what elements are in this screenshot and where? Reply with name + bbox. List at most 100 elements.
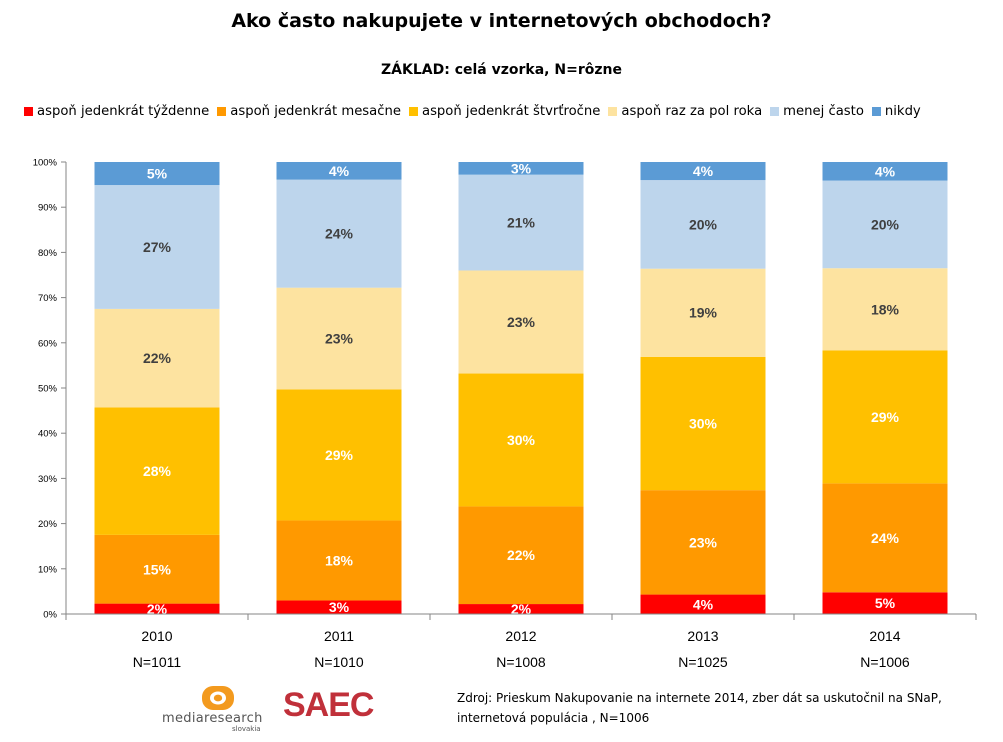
data-label-2013-0: 4% xyxy=(693,596,714,612)
y-tick-label-6: 60% xyxy=(38,338,58,349)
bar-2013-5 xyxy=(640,162,766,181)
bar-2011-5 xyxy=(276,162,402,180)
data-label-2014-3: 18% xyxy=(871,301,900,317)
y-tick-label-4: 40% xyxy=(38,429,58,440)
legend-label-4: menej často xyxy=(783,104,864,119)
bar-2014-2 xyxy=(822,350,948,484)
legend: aspoň jedenkrát týždenne aspoň jedenkrát … xyxy=(24,104,994,119)
x-tick-label-1: 2011 xyxy=(324,628,354,644)
data-label-2014-0: 5% xyxy=(875,595,896,611)
bar-2012-1 xyxy=(458,506,584,605)
sample-size-label-0: N=1011 xyxy=(133,654,182,670)
x-tick-label-2: 2012 xyxy=(505,628,536,644)
sample-size-label-3: N=1025 xyxy=(678,654,728,670)
bar-2013-0 xyxy=(640,594,766,614)
legend-label-2: aspoň jedenkrát štvrťročne xyxy=(421,104,601,119)
legend-label-0: aspoň jedenkrát týždenne xyxy=(37,104,210,119)
legend-swatch-5 xyxy=(871,107,881,116)
y-tick-label-9: 90% xyxy=(38,203,58,214)
bar-2013-1 xyxy=(640,490,766,595)
data-label-2012-1: 22% xyxy=(507,547,536,563)
data-label-2013-5: 4% xyxy=(693,163,714,179)
bar-2013-4 xyxy=(640,180,766,269)
data-label-2011-1: 18% xyxy=(325,552,354,568)
data-label-2014-1: 24% xyxy=(871,530,900,546)
legend-swatch-4 xyxy=(770,107,780,116)
y-tick-label-1: 10% xyxy=(38,564,58,575)
data-label-2011-4: 24% xyxy=(325,226,354,242)
data-label-2010-1: 15% xyxy=(143,561,172,577)
bar-2011-0 xyxy=(276,600,402,614)
data-label-2010-0: 2% xyxy=(147,601,168,617)
mediaresearch-logo: mediaresearch slovakia xyxy=(162,684,270,734)
sample-size-label-1: N=1010 xyxy=(314,654,364,670)
legend-label-5: nikdy xyxy=(884,104,921,119)
bar-2014-3 xyxy=(822,268,948,351)
legend-label-1: aspoň jedenkrát mesačne xyxy=(230,104,401,119)
legend-item-4: menej často xyxy=(770,104,864,119)
bar-2014-0 xyxy=(822,592,948,614)
bar-2010-4 xyxy=(94,185,220,309)
legend-item-0: aspoň jedenkrát týždenne xyxy=(24,104,209,119)
y-tick-label-2: 20% xyxy=(38,519,58,530)
y-tick-label-8: 80% xyxy=(38,248,58,259)
y-tick-label-3: 30% xyxy=(38,474,58,485)
bar-2014-1 xyxy=(822,483,948,593)
bar-2013-3 xyxy=(640,268,766,357)
legend-item-3: aspoň raz za pol roka xyxy=(608,104,762,119)
data-label-2014-4: 20% xyxy=(871,216,900,232)
source-line-2: internetová populácia , N=1006 xyxy=(457,711,650,725)
bar-2014-5 xyxy=(822,162,948,181)
data-label-2014-5: 4% xyxy=(875,163,896,179)
x-tick-label-0: 2010 xyxy=(141,628,172,644)
legend-item-2: aspoň jedenkrát štvrťročne xyxy=(408,104,601,119)
data-label-2014-2: 29% xyxy=(871,409,900,425)
y-tick-label-10: 100% xyxy=(33,158,58,169)
data-label-2012-2: 30% xyxy=(507,432,536,448)
bar-2010-5 xyxy=(94,162,220,186)
bar-2012-4 xyxy=(458,174,584,271)
data-label-2012-4: 21% xyxy=(507,215,536,231)
bar-2012-5 xyxy=(458,162,584,175)
data-label-2012-5: 3% xyxy=(511,160,532,176)
bar-2010-2 xyxy=(94,407,220,535)
bar-2011-4 xyxy=(276,179,402,288)
legend-swatch-1 xyxy=(217,107,227,116)
data-label-2011-5: 4% xyxy=(329,163,350,179)
data-label-2010-3: 22% xyxy=(143,350,172,366)
data-label-2013-3: 19% xyxy=(689,305,718,321)
y-tick-label-0: 0% xyxy=(43,610,57,621)
x-tick-label-4: 2014 xyxy=(869,628,900,644)
bar-2012-2 xyxy=(458,373,584,507)
saec-logo: SAEC xyxy=(283,686,374,724)
bar-2010-3 xyxy=(94,308,220,408)
data-label-2011-3: 23% xyxy=(325,331,354,347)
data-label-2011-0: 3% xyxy=(329,599,350,615)
bar-2011-2 xyxy=(276,389,402,521)
data-label-2012-0: 2% xyxy=(511,601,532,617)
bar-2013-2 xyxy=(640,356,766,491)
bar-2011-3 xyxy=(276,287,402,390)
chart-subtitle: ZÁKLAD: celá vzorka, N=rôzne xyxy=(381,62,622,78)
sample-size-label-2: N=1008 xyxy=(496,654,546,670)
mediaresearch-logo-icon xyxy=(202,686,234,710)
legend-swatch-2 xyxy=(408,107,418,116)
data-label-2010-5: 5% xyxy=(147,166,168,182)
sample-size-label-4: N=1006 xyxy=(860,654,910,670)
bar-2010-0 xyxy=(94,603,220,614)
y-tick-label-7: 70% xyxy=(38,293,58,304)
source-note: Zdroj: Prieskum Nakupovanie na internete… xyxy=(457,688,942,728)
legend-swatch-0 xyxy=(24,107,33,116)
bar-2010-1 xyxy=(94,534,220,604)
data-label-2012-3: 23% xyxy=(507,314,536,330)
legend-item-1: aspoň jedenkrát mesačne xyxy=(217,104,401,119)
mediaresearch-logo-text: mediaresearch xyxy=(162,711,263,726)
bar-2014-4 xyxy=(822,180,948,269)
legend-item-5: nikdy xyxy=(871,104,921,119)
data-label-2010-2: 28% xyxy=(143,463,172,479)
data-label-2013-2: 30% xyxy=(689,415,718,431)
x-tick-label-3: 2013 xyxy=(687,628,718,644)
mediaresearch-logo-subtext: slovakia xyxy=(232,725,261,733)
data-label-2011-2: 29% xyxy=(325,447,354,463)
